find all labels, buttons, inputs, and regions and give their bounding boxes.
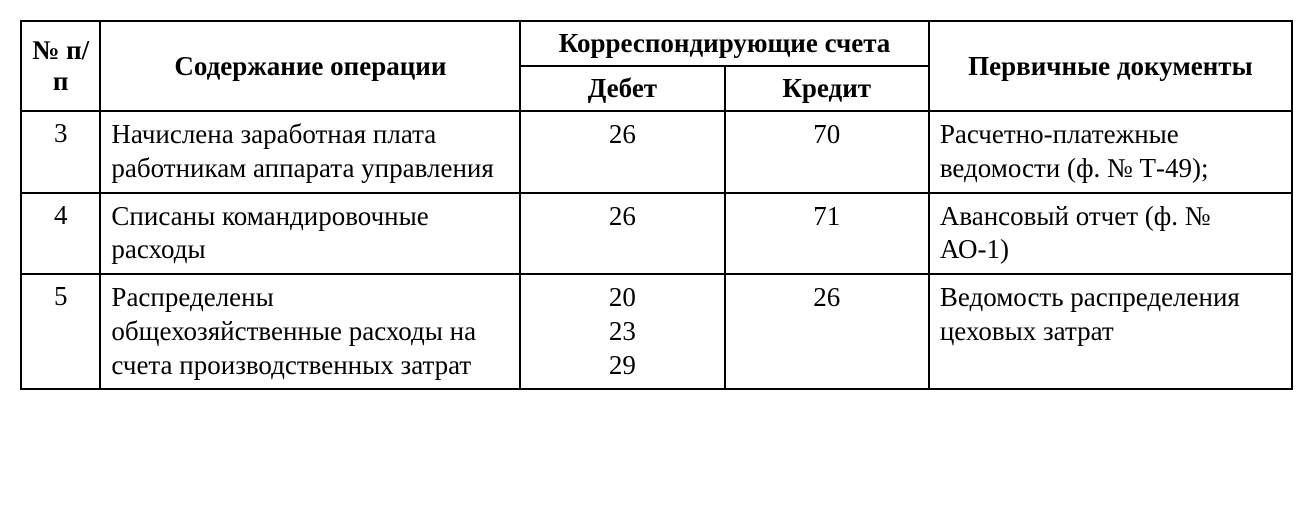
table-body: 3 Начислена заработная плата работникам … <box>21 111 1292 389</box>
cell-debit: 26 <box>520 111 724 193</box>
header-num: № п/п <box>21 21 100 111</box>
header-desc: Содержание операции <box>100 21 520 111</box>
cell-desc: Списаны командировочные расходы <box>100 193 520 275</box>
cell-debit: 26 <box>520 193 724 275</box>
cell-desc: Начислена заработная плата работникам ап… <box>100 111 520 193</box>
cell-num: 4 <box>21 193 100 275</box>
accounting-operations-table: № п/п Содержание операции Корреспондирую… <box>20 20 1293 390</box>
table-row: 5 Распределены общехозяйственные расходы… <box>21 274 1292 389</box>
table-header: № п/п Содержание операции Корреспондирую… <box>21 21 1292 111</box>
cell-credit: 71 <box>725 193 929 275</box>
header-debit: Дебет <box>520 66 724 111</box>
header-credit: Кредит <box>725 66 929 111</box>
cell-docs: Ведомость распределения цеховых затрат <box>929 274 1292 389</box>
cell-num: 5 <box>21 274 100 389</box>
header-docs: Первичные документы <box>929 21 1292 111</box>
cell-credit: 26 <box>725 274 929 389</box>
table-row: 4 Списаны командировочные расходы 26 71 … <box>21 193 1292 275</box>
cell-docs: Расчетно-платежные ведомости (ф. № Т-49)… <box>929 111 1292 193</box>
table-row: 3 Начислена заработная плата работникам … <box>21 111 1292 193</box>
cell-docs: Авансовый отчет (ф. № АО-1) <box>929 193 1292 275</box>
cell-num: 3 <box>21 111 100 193</box>
cell-credit: 70 <box>725 111 929 193</box>
header-accounts-group: Корреспондирующие счета <box>520 21 929 66</box>
cell-desc: Распределены общехозяйственные расходы н… <box>100 274 520 389</box>
cell-debit: 20 23 29 <box>520 274 724 389</box>
